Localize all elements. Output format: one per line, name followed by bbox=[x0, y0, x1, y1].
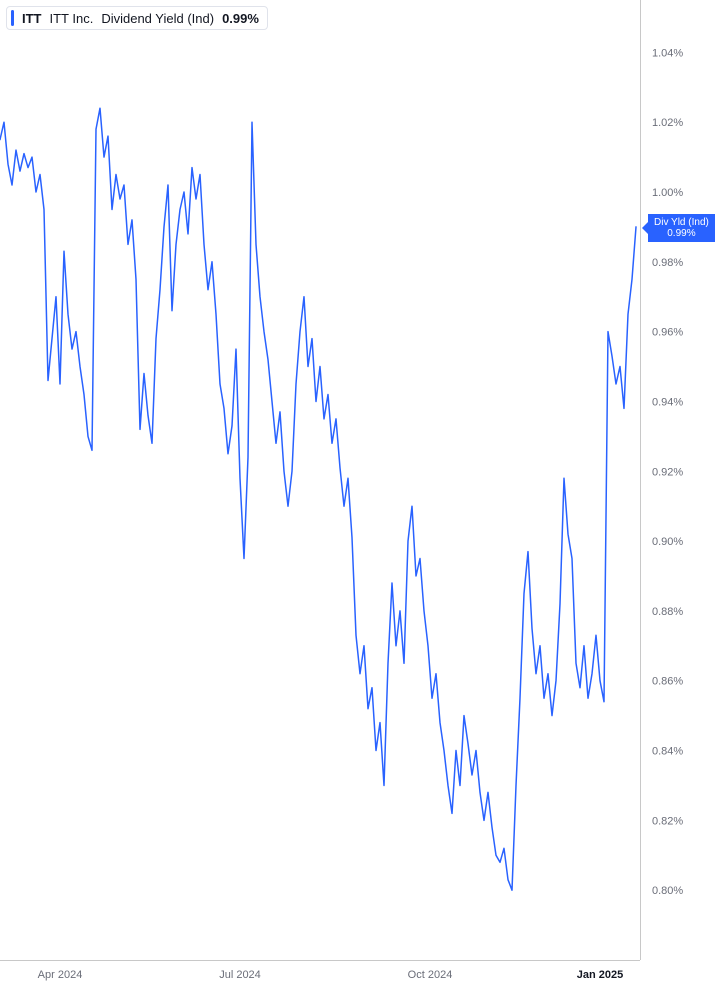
metric-label: Dividend Yield (Ind) bbox=[101, 11, 214, 26]
ticker-symbol: ITT bbox=[22, 11, 42, 26]
current-value-badge: Div Yld (Ind) 0.99% bbox=[648, 214, 715, 242]
svg-text:0.80%: 0.80% bbox=[652, 885, 683, 897]
svg-text:1.02%: 1.02% bbox=[652, 117, 683, 129]
svg-text:1.00%: 1.00% bbox=[652, 187, 683, 199]
svg-text:0.96%: 0.96% bbox=[652, 327, 683, 339]
svg-text:0.98%: 0.98% bbox=[652, 257, 683, 269]
chart-area[interactable]: 0.80% 0.82% 0.84% 0.86% 0.88% 0.90% 0.92% 0.94%… bbox=[0, 0, 717, 1005]
symbol-header: ITT ITT Inc. Dividend Yield (Ind) 0.99% bbox=[6, 6, 268, 30]
badge-label: Div Yld (Ind) bbox=[654, 217, 709, 228]
svg-text:0.88%: 0.88% bbox=[652, 606, 683, 618]
svg-text:Oct 2024: Oct 2024 bbox=[408, 969, 453, 981]
company-name: ITT Inc. bbox=[50, 11, 94, 26]
metric-value: 0.99% bbox=[222, 11, 259, 26]
svg-text:0.82%: 0.82% bbox=[652, 815, 683, 827]
svg-text:Apr 2024: Apr 2024 bbox=[38, 969, 83, 981]
svg-text:0.94%: 0.94% bbox=[652, 396, 683, 408]
svg-text:0.86%: 0.86% bbox=[652, 676, 683, 688]
svg-text:Jan 2025: Jan 2025 bbox=[577, 969, 623, 981]
chart-svg: 0.80% 0.82% 0.84% 0.86% 0.88% 0.90% 0.92% 0.94%… bbox=[0, 0, 717, 1005]
svg-text:Jul 2024: Jul 2024 bbox=[219, 969, 261, 981]
svg-text:0.92%: 0.92% bbox=[652, 466, 683, 478]
svg-text:0.84%: 0.84% bbox=[652, 746, 683, 758]
svg-text:1.04%: 1.04% bbox=[652, 47, 683, 59]
header-color-tick bbox=[11, 10, 14, 26]
badge-value: 0.99% bbox=[654, 228, 709, 239]
svg-text:0.90%: 0.90% bbox=[652, 536, 683, 548]
